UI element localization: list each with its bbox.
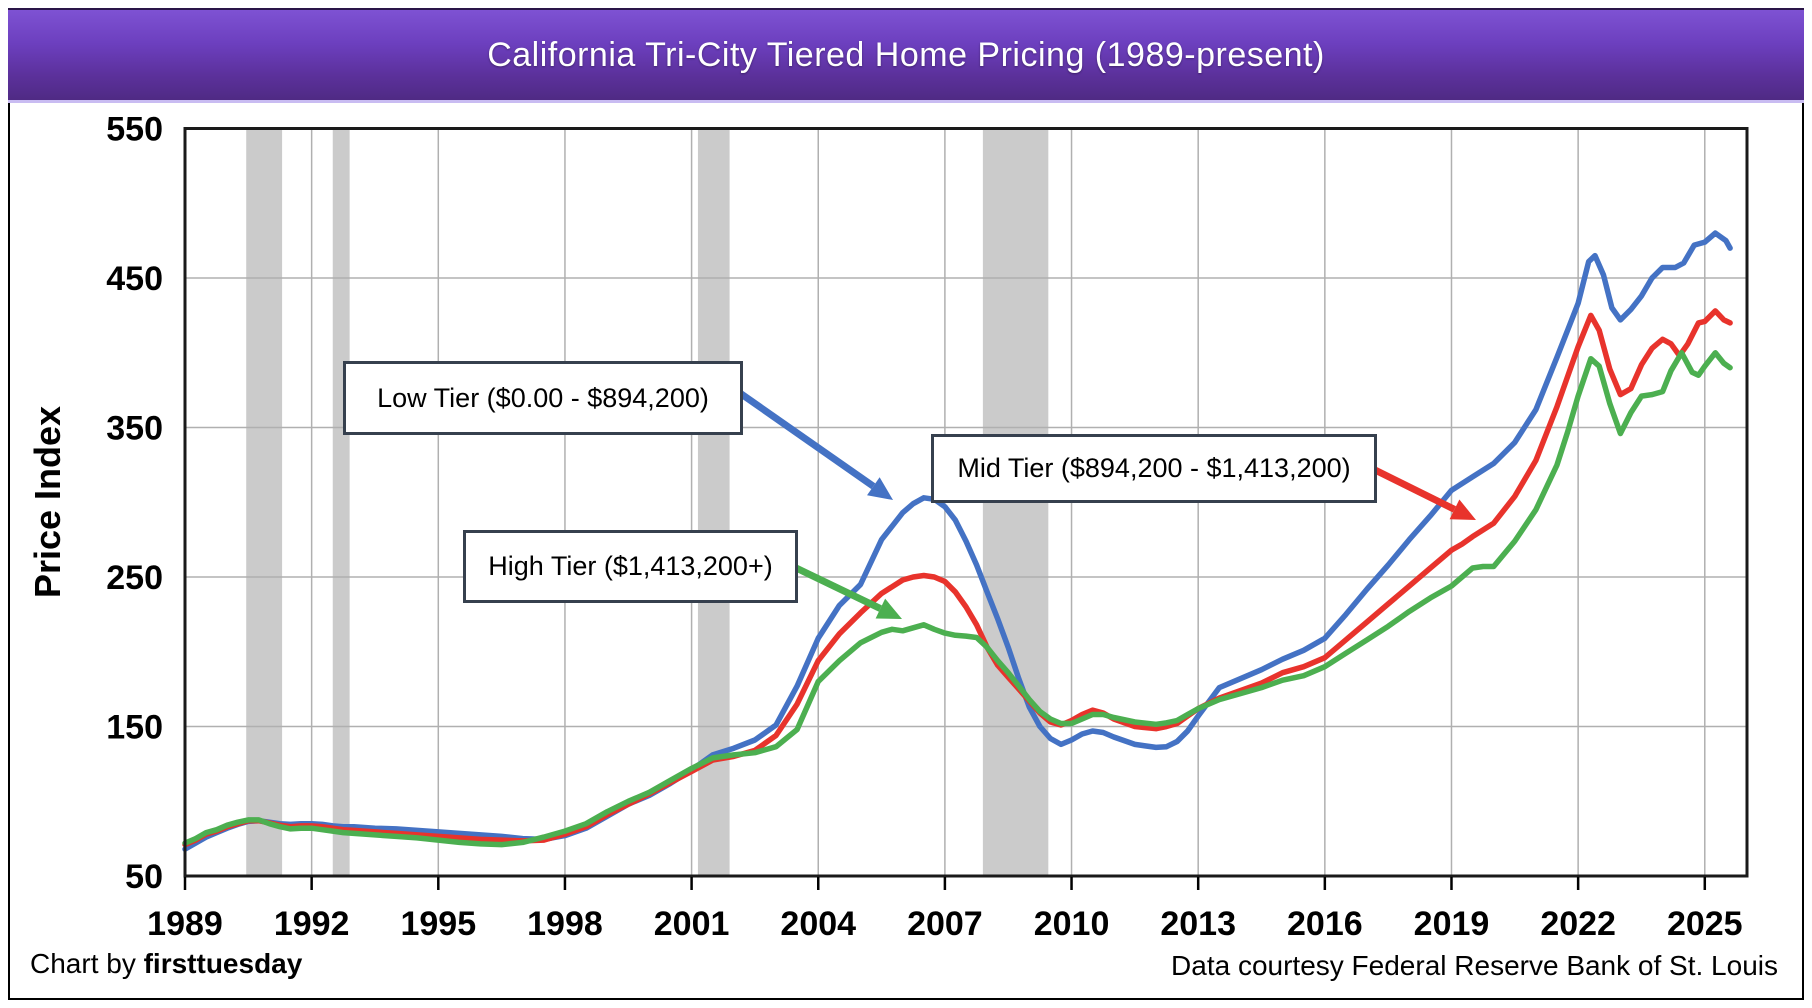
x-tick-label: 2016 bbox=[1287, 905, 1363, 943]
callout-arrow-head bbox=[875, 598, 902, 619]
chart-credit-brand: firsttuesday bbox=[143, 948, 303, 979]
legend-label-low-tier: Low Tier ($0.00 - $894,200) bbox=[377, 382, 709, 413]
legend-callout-mid-tier: Mid Tier ($894,200 - $1,413,200) bbox=[931, 434, 1377, 503]
legend-label-mid-tier: Mid Tier ($894,200 - $1,413,200) bbox=[957, 453, 1351, 483]
x-tick-label: 1998 bbox=[527, 905, 603, 943]
page-title: California Tri-City Tiered Home Pricing … bbox=[487, 35, 1325, 74]
recession-band bbox=[332, 128, 350, 876]
x-tick-label: 2019 bbox=[1414, 905, 1490, 943]
callout-arrow-line bbox=[790, 562, 882, 612]
x-tick-label: 2007 bbox=[907, 905, 983, 943]
y-axis-title: Price Index bbox=[27, 405, 68, 599]
x-tick-label: 2022 bbox=[1540, 905, 1616, 943]
x-tick-label: 2025 bbox=[1667, 905, 1743, 943]
callout-arrow-head bbox=[867, 477, 893, 500]
y-tick-label: 150 bbox=[106, 709, 163, 747]
x-tick-label: 2010 bbox=[1034, 905, 1110, 943]
title-banner: California Tri-City Tiered Home Pricing … bbox=[8, 8, 1804, 103]
x-tick-label: 1995 bbox=[400, 905, 476, 943]
x-tick-label: 2013 bbox=[1160, 905, 1236, 943]
y-tick-label: 450 bbox=[106, 260, 163, 298]
x-tick-label: 2001 bbox=[654, 905, 730, 943]
recession-band bbox=[246, 128, 283, 876]
y-tick-label: 350 bbox=[106, 410, 163, 448]
legend-callout-high-tier: High Tier ($1,413,200+) bbox=[463, 530, 798, 603]
y-tick-label: 50 bbox=[125, 858, 163, 896]
series-line-low-tier bbox=[182, 230, 1733, 852]
legend-label-high-tier: High Tier ($1,413,200+) bbox=[488, 551, 773, 581]
series-line-mid-tier bbox=[182, 308, 1733, 848]
callout-arrow-head bbox=[1449, 499, 1476, 520]
chart-credit: Chart by firsttuesday bbox=[30, 948, 302, 980]
callout-arrow-line bbox=[734, 388, 876, 490]
plot-border bbox=[183, 127, 1749, 878]
data-source-credit: Data courtesy Federal Reserve Bank of St… bbox=[1171, 950, 1778, 981]
x-tick-label: 2004 bbox=[780, 905, 856, 943]
y-tick-label: 250 bbox=[106, 559, 163, 597]
callout-arrow-line bbox=[1369, 464, 1457, 513]
figure-border bbox=[8, 8, 1804, 1000]
chart-credit-prefix: Chart by bbox=[30, 948, 144, 979]
x-tick-label: 1992 bbox=[274, 905, 350, 943]
legend-callout-low-tier: Low Tier ($0.00 - $894,200) bbox=[343, 361, 743, 435]
x-tick-label: 1989 bbox=[147, 905, 223, 943]
series-line-high-tier bbox=[182, 350, 1733, 848]
y-tick-label: 550 bbox=[106, 111, 163, 149]
